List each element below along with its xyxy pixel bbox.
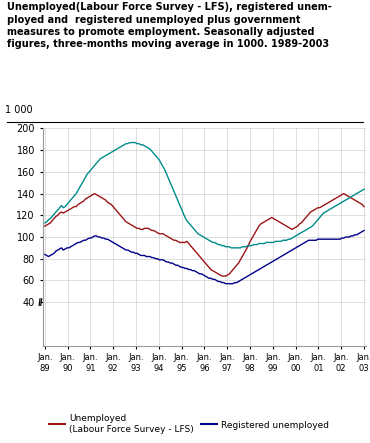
Legend: Registered unemployed + government measures: Registered unemployed + government measu… <box>46 441 296 443</box>
Text: Unemployed(Labour Force Survey - LFS), registered unem-
ployed and  registered u: Unemployed(Labour Force Survey - LFS), r… <box>7 2 332 50</box>
Text: 1 000: 1 000 <box>5 105 33 116</box>
